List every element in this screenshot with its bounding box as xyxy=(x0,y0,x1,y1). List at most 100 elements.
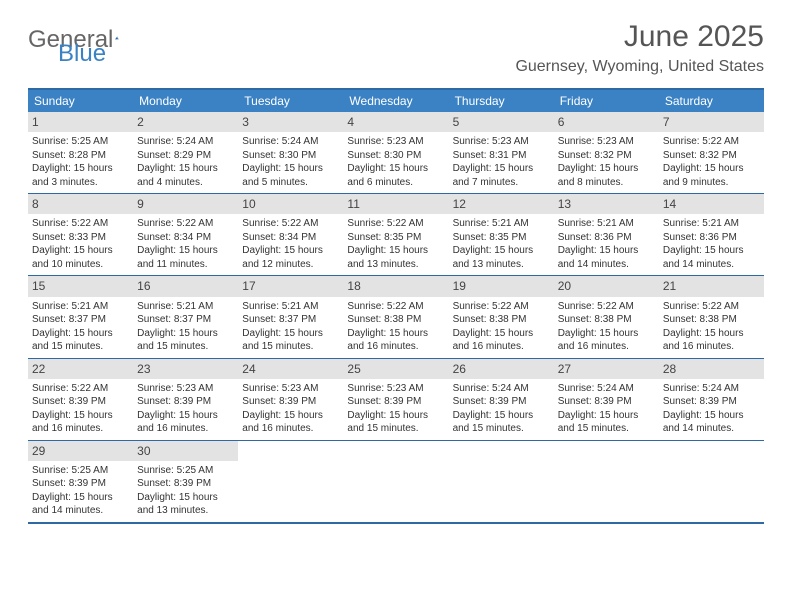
day-cell: 28Sunrise: 5:24 AMSunset: 8:39 PMDayligh… xyxy=(659,359,764,440)
daylight-text: Daylight: 15 hours and 7 minutes. xyxy=(453,162,550,189)
day-number: 5 xyxy=(449,112,554,132)
day-cell: 12Sunrise: 5:21 AMSunset: 8:35 PMDayligh… xyxy=(449,194,554,275)
daylight-text: Daylight: 15 hours and 16 minutes. xyxy=(453,327,550,354)
sunset-text: Sunset: 8:39 PM xyxy=(453,395,550,409)
day-number xyxy=(659,441,764,461)
day-header: Wednesday xyxy=(343,90,448,112)
day-cell: 16 Sunrise: 5:21 AMSunset: 8:37 PMDayligh… xyxy=(133,276,238,357)
sunrise-text: Sunrise: 5:23 AM xyxy=(453,135,550,149)
sunset-text: Sunset: 8:37 PM xyxy=(32,313,129,327)
sunset-text: Sunset: 8:37 PM xyxy=(137,313,234,327)
day-cell: 7 Sunrise: 5:22 AMSunset: 8:32 PMDaylight… xyxy=(659,112,764,193)
day-number: 12 xyxy=(449,194,554,214)
day-cell xyxy=(554,441,659,522)
day-number: 17 xyxy=(238,276,343,296)
daylight-text: Daylight: 15 hours and 15 minutes. xyxy=(32,327,129,354)
day-number: 29 xyxy=(28,441,133,461)
sunset-text: Sunset: 8:35 PM xyxy=(347,231,444,245)
daylight-text: Daylight: 15 hours and 14 minutes. xyxy=(32,491,129,518)
sunrise-text: Sunrise: 5:25 AM xyxy=(32,464,129,478)
sunset-text: Sunset: 8:31 PM xyxy=(453,149,550,163)
sunset-text: Sunset: 8:39 PM xyxy=(347,395,444,409)
daylight-text: Daylight: 15 hours and 16 minutes. xyxy=(242,409,339,436)
daylight-text: Daylight: 15 hours and 3 minutes. xyxy=(32,162,129,189)
day-number: 3 xyxy=(238,112,343,132)
sunrise-text: Sunrise: 5:23 AM xyxy=(347,382,444,396)
day-number: 10 xyxy=(238,194,343,214)
sunrise-text: Sunrise: 5:22 AM xyxy=(558,300,655,314)
sunset-text: Sunset: 8:28 PM xyxy=(32,149,129,163)
sunset-text: Sunset: 8:36 PM xyxy=(663,231,760,245)
daylight-text: Daylight: 15 hours and 12 minutes. xyxy=(242,244,339,271)
daylight-text: Daylight: 15 hours and 16 minutes. xyxy=(558,327,655,354)
day-number: 14 xyxy=(659,194,764,214)
sunrise-text: Sunrise: 5:24 AM xyxy=(453,382,550,396)
sunset-text: Sunset: 8:39 PM xyxy=(32,395,129,409)
sunrise-text: Sunrise: 5:21 AM xyxy=(663,217,760,231)
daylight-text: Daylight: 15 hours and 15 minutes. xyxy=(137,327,234,354)
daylight-text: Daylight: 15 hours and 14 minutes. xyxy=(663,244,760,271)
sunset-text: Sunset: 8:32 PM xyxy=(558,149,655,163)
day-header: Monday xyxy=(133,90,238,112)
day-cell xyxy=(659,441,764,522)
sunrise-text: Sunrise: 5:22 AM xyxy=(32,382,129,396)
sunrise-text: Sunrise: 5:22 AM xyxy=(453,300,550,314)
sunrise-text: Sunrise: 5:23 AM xyxy=(137,382,234,396)
day-cell: 20Sunrise: 5:22 AMSunset: 8:38 PMDayligh… xyxy=(554,276,659,357)
week-row: 1Sunrise: 5:25 AMSunset: 8:28 PMDaylight… xyxy=(28,112,764,193)
day-cell: 15Sunrise: 5:21 AMSunset: 8:37 PMDayligh… xyxy=(28,276,133,357)
day-cell: 1Sunrise: 5:25 AMSunset: 8:28 PMDaylight… xyxy=(28,112,133,193)
daylight-text: Daylight: 15 hours and 16 minutes. xyxy=(137,409,234,436)
day-number: 26 xyxy=(449,359,554,379)
day-number: 4 xyxy=(343,112,448,132)
sunset-text: Sunset: 8:32 PM xyxy=(663,149,760,163)
sunset-text: Sunset: 8:30 PM xyxy=(242,149,339,163)
title-block: June 2025 Guernsey, Wyoming, United Stat… xyxy=(515,20,764,76)
daylight-text: Daylight: 15 hours and 8 minutes. xyxy=(558,162,655,189)
sunrise-text: Sunrise: 5:22 AM xyxy=(32,217,129,231)
day-cell: 4Sunrise: 5:23 AMSunset: 8:30 PMDaylight… xyxy=(343,112,448,193)
day-header: Thursday xyxy=(449,90,554,112)
sunrise-text: Sunrise: 5:21 AM xyxy=(242,300,339,314)
day-number: 7 xyxy=(659,112,764,132)
sunrise-text: Sunrise: 5:24 AM xyxy=(242,135,339,149)
daylight-text: Daylight: 15 hours and 9 minutes. xyxy=(663,162,760,189)
day-cell: 5 Sunrise: 5:23 AMSunset: 8:31 PMDaylight… xyxy=(449,112,554,193)
day-cell: 29 Sunrise: 5:25 AMSunset: 8:39 PMDayligh… xyxy=(28,441,133,522)
daylight-text: Daylight: 15 hours and 16 minutes. xyxy=(32,409,129,436)
day-number: 16 xyxy=(133,276,238,296)
day-number: 13 xyxy=(554,194,659,214)
week-row: 22Sunrise: 5:22 AMSunset: 8:39 PMDayligh… xyxy=(28,358,764,440)
daylight-text: Daylight: 15 hours and 13 minutes. xyxy=(137,491,234,518)
sunset-text: Sunset: 8:33 PM xyxy=(32,231,129,245)
day-number: 23 xyxy=(133,359,238,379)
sunrise-text: Sunrise: 5:21 AM xyxy=(137,300,234,314)
sunrise-text: Sunrise: 5:25 AM xyxy=(137,464,234,478)
day-cell: 27Sunrise: 5:24 AMSunset: 8:39 PMDayligh… xyxy=(554,359,659,440)
sunrise-text: Sunrise: 5:22 AM xyxy=(242,217,339,231)
week-row: 15Sunrise: 5:21 AMSunset: 8:37 PMDayligh… xyxy=(28,275,764,357)
day-number xyxy=(343,441,448,461)
sunrise-text: Sunrise: 5:21 AM xyxy=(32,300,129,314)
day-cell: 23 Sunrise: 5:23 AMSunset: 8:39 PMDayligh… xyxy=(133,359,238,440)
sunset-text: Sunset: 8:39 PM xyxy=(242,395,339,409)
day-cell: 19Sunrise: 5:22 AMSunset: 8:38 PMDayligh… xyxy=(449,276,554,357)
sunrise-text: Sunrise: 5:24 AM xyxy=(558,382,655,396)
sunset-text: Sunset: 8:39 PM xyxy=(137,395,234,409)
week-row: 8Sunrise: 5:22 AMSunset: 8:33 PMDaylight… xyxy=(28,193,764,275)
day-header: Sunday xyxy=(28,90,133,112)
day-cell xyxy=(238,441,343,522)
day-cell: 2Sunrise: 5:24 AMSunset: 8:29 PMDaylight… xyxy=(133,112,238,193)
day-number: 20 xyxy=(554,276,659,296)
sunset-text: Sunset: 8:39 PM xyxy=(32,477,129,491)
sunset-text: Sunset: 8:30 PM xyxy=(347,149,444,163)
sunrise-text: Sunrise: 5:22 AM xyxy=(663,135,760,149)
daylight-text: Daylight: 15 hours and 4 minutes. xyxy=(137,162,234,189)
logo-sail-icon xyxy=(115,28,119,48)
daylight-text: Daylight: 15 hours and 13 minutes. xyxy=(453,244,550,271)
day-number xyxy=(449,441,554,461)
sunrise-text: Sunrise: 5:21 AM xyxy=(558,217,655,231)
daylight-text: Daylight: 15 hours and 16 minutes. xyxy=(663,327,760,354)
day-number xyxy=(238,441,343,461)
daylight-text: Daylight: 15 hours and 15 minutes. xyxy=(242,327,339,354)
